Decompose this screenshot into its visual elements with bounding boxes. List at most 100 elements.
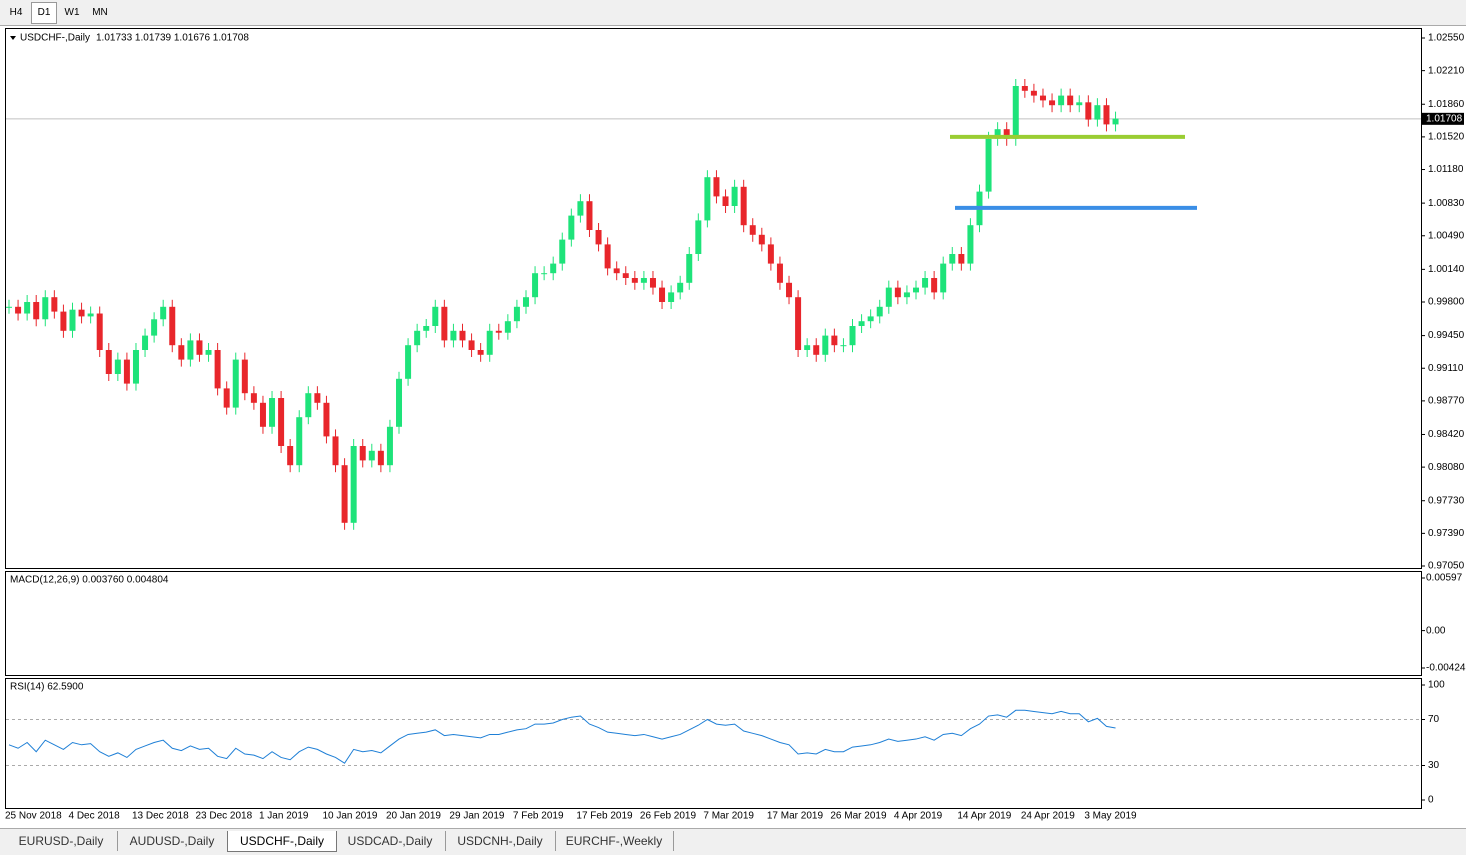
candle [1003,129,1010,139]
tab-bar: EURUSD-,Daily AUDUSD-,Daily USDCHF-,Daily U… [0,828,1466,855]
candle [105,350,112,374]
quote: 1.01733 1.01739 1.01676 1.01708 [96,33,249,44]
candle [767,244,774,264]
x-tick-label: 13 Dec 2018 [132,811,189,822]
x-tick-label: 26 Mar 2019 [830,811,887,822]
symbol-tab[interactable]: USDCAD-,Daily [335,831,446,851]
candle [60,311,67,331]
y-tick-label: 0.97050 [1428,561,1465,572]
symbol-tab[interactable]: EURCHF-,Weekly [555,831,674,851]
candle [659,287,666,302]
macd-frame [5,571,1422,676]
candle [776,263,783,283]
symbol-tab[interactable]: USDCHF-,Daily [227,831,337,852]
y-tick-label: -0.004243 [1426,663,1466,674]
candle [559,239,566,264]
candle [42,297,49,320]
candle [169,306,176,346]
candle [296,417,303,466]
candle [214,350,221,389]
candle [69,309,76,331]
candle [96,313,103,350]
y-tick-label: 0.99110 [1428,363,1464,374]
candle [758,234,765,245]
candle [486,330,493,355]
x-tick-label: 17 Mar 2019 [767,811,824,822]
symbol-tab[interactable]: AUDUSD-,Daily [117,831,228,851]
symbol-tab[interactable]: USDCNH-,Daily [445,831,556,851]
timeframe-button[interactable]: W1 [64,7,80,18]
candle [259,402,266,427]
y-tick-label: 30 [1428,760,1440,771]
candle [414,330,421,346]
candle [160,306,167,320]
candle [513,306,520,322]
candle [1058,95,1065,106]
candle [287,446,294,466]
x-tick-label: 25 Nov 2018 [5,811,62,822]
chart-title: USDCHF-,Daily [20,33,90,44]
chart: USDCHF-,Daily 1.01733 1.01739 1.01676 1.… [0,26,1466,828]
candle [967,225,974,264]
candle [504,321,511,333]
y-tick-label: 0.98420 [1428,429,1465,440]
timeframe-button[interactable]: D1 [31,2,57,24]
candle [731,186,738,206]
candle [1021,86,1028,91]
candle [885,287,892,307]
y-tick-label: 0.98080 [1428,462,1465,473]
candle [804,345,811,350]
candle [1094,105,1101,120]
price-box [1422,112,1464,125]
candle [377,450,384,466]
candle [541,273,548,275]
x-tick-label: 10 Jan 2019 [322,811,377,822]
candle [586,201,593,230]
y-tick-label: 0.99800 [1428,297,1465,308]
candle [849,326,856,346]
timeframe-button[interactable]: H4 [9,7,23,18]
candle [985,138,992,192]
candle [994,129,1001,139]
main-frame [5,28,1422,569]
candle [1076,102,1083,106]
candle [813,345,820,355]
x-tick-label: 17 Feb 2019 [576,811,633,822]
candle [1030,90,1037,96]
candle [677,282,684,293]
candle [314,393,321,403]
menu-arrow [10,36,16,40]
candle [1103,105,1110,125]
candle [1112,118,1119,125]
y-tick-label: 100 [1428,680,1445,691]
candle [550,263,557,274]
candle [114,359,121,374]
candle [749,225,756,235]
candle [341,465,348,523]
candle [1039,95,1046,101]
candle [205,350,212,355]
candle [441,306,448,341]
timeframe-button[interactable]: MN [92,7,108,18]
candle [795,297,802,350]
candle [822,335,829,355]
x-tick-label: 14 Apr 2019 [957,811,1011,822]
candle [305,393,312,418]
candle [423,326,430,331]
symbol-tab[interactable]: EURUSD-,Daily [5,831,118,851]
candle [323,402,330,437]
candle [532,273,539,298]
candle [396,378,403,427]
candle [178,345,185,360]
rsi-label: RSI(14) 62.5900 [10,682,84,693]
candle [223,388,230,408]
candle [613,268,620,274]
candle [1012,86,1019,139]
y-tick-label: 0.00 [1426,625,1446,636]
candle [151,319,158,336]
candle [840,345,847,347]
x-tick-label: 4 Apr 2019 [894,811,943,822]
candle [332,436,339,466]
chart-bg [0,26,1466,828]
candle [432,306,439,326]
